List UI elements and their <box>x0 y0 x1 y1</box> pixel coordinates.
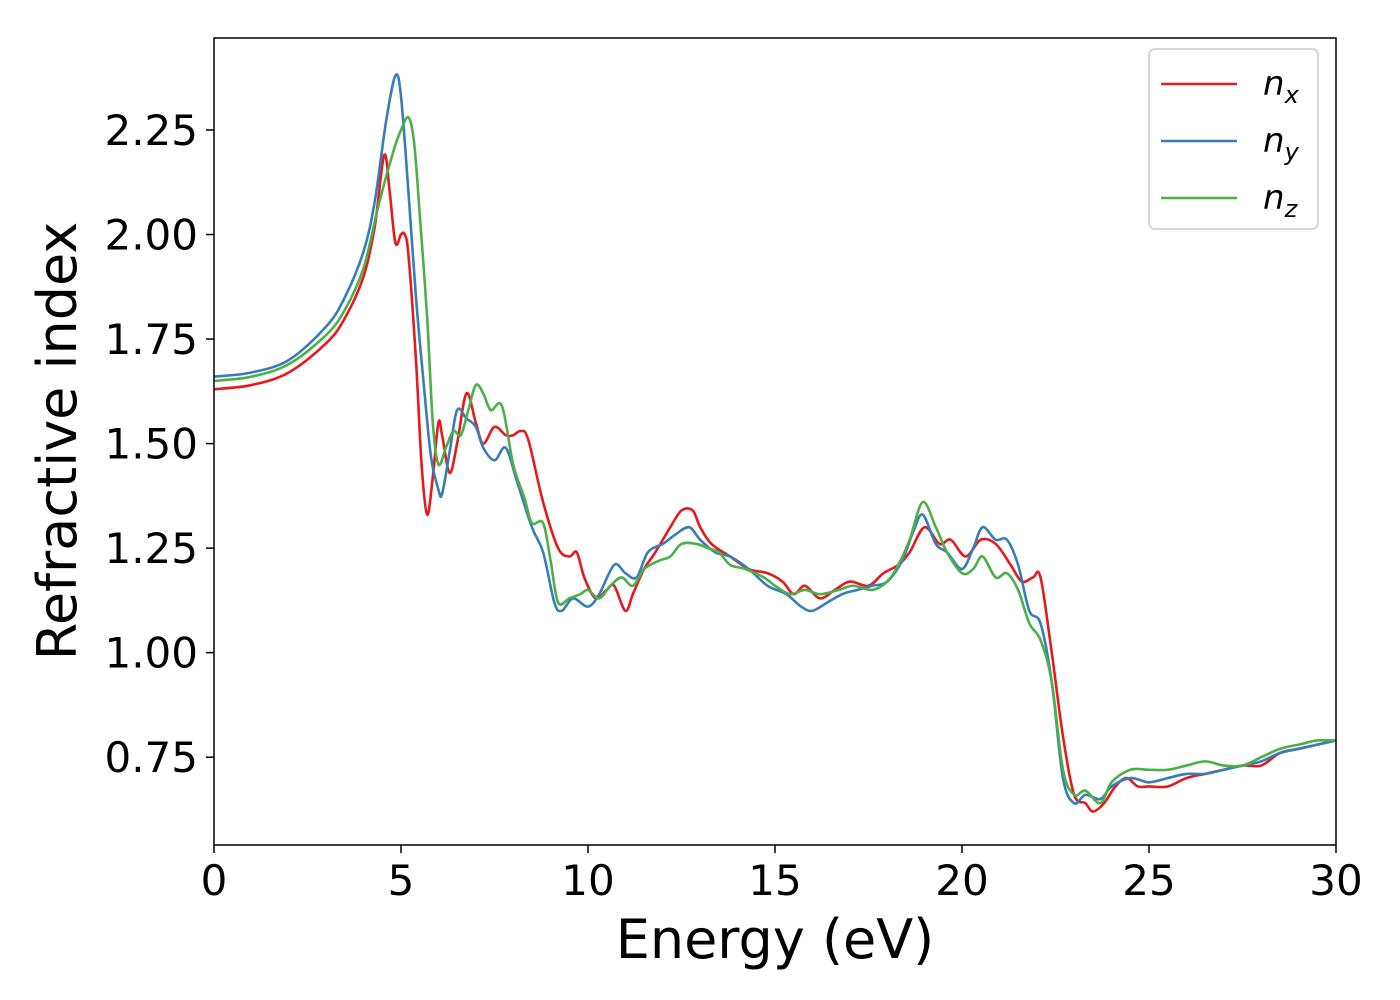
x-tick-label: 15 <box>748 856 801 905</box>
x-tick-label: 20 <box>935 856 988 905</box>
y-tick-label: 1.75 <box>104 315 198 364</box>
y-tick-label: 2.25 <box>104 106 198 155</box>
x-tick-label: 5 <box>388 856 415 905</box>
series-line-nz <box>213 115 1337 805</box>
y-axis-ticks: 0.75 1.00 1.25 1.50 1.75 2.00 2.25 <box>104 106 214 782</box>
y-tick-label: 1.00 <box>104 629 198 678</box>
series-lines <box>213 73 1337 813</box>
y-tick-label: 2.00 <box>104 211 198 260</box>
x-axis-label: Energy (eV) <box>616 908 935 971</box>
y-tick-label: 1.25 <box>104 524 198 573</box>
y-tick-label: 0.75 <box>104 733 198 782</box>
x-tick-label: 10 <box>561 856 614 905</box>
y-tick-label: 1.50 <box>104 420 198 469</box>
legend-label-nz: nz <box>1263 178 1299 223</box>
x-tick-label: 30 <box>1309 856 1362 905</box>
x-tick-label: 25 <box>1122 856 1175 905</box>
x-tick-label: 0 <box>201 856 228 905</box>
series-line-nx <box>213 153 1337 813</box>
x-axis-ticks: 0 5 10 15 20 25 30 <box>201 845 1363 905</box>
y-axis-label: Refractive index <box>26 222 89 661</box>
legend-frame <box>1148 48 1319 230</box>
